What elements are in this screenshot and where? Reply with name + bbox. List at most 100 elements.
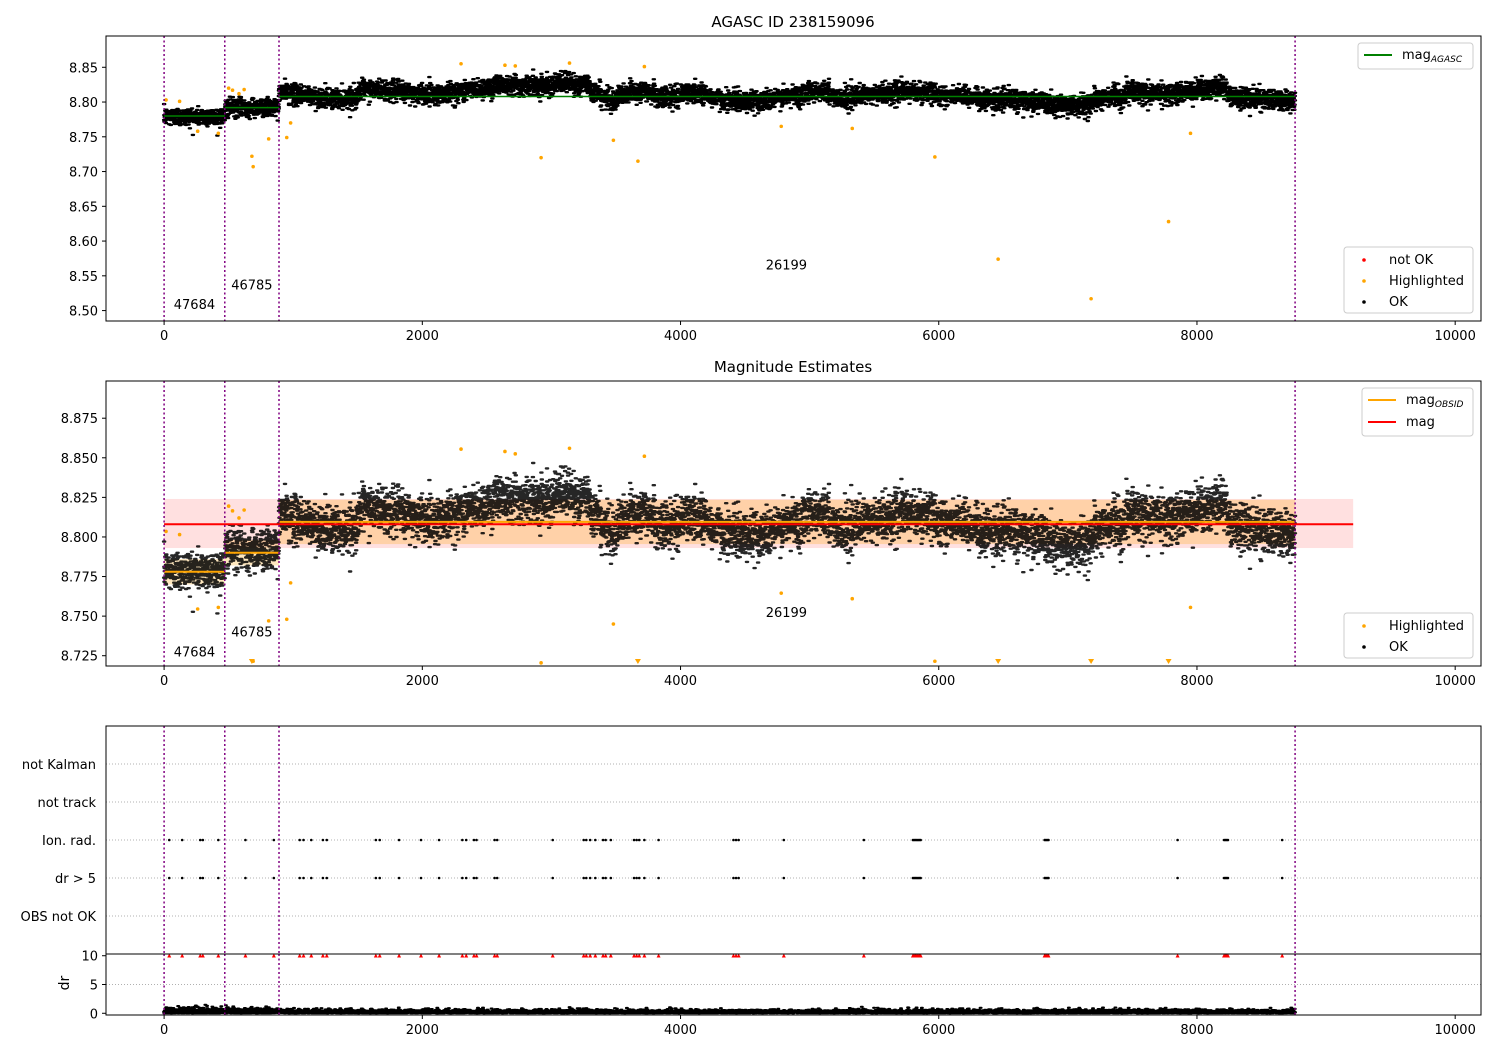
- dr-flag: [643, 876, 646, 880]
- legend-bottom-box: [1343, 246, 1474, 314]
- highlighted-point: [216, 131, 221, 136]
- y-tick-label: 8.850: [61, 452, 98, 467]
- legend-label: OK: [1389, 640, 1408, 655]
- ion-rad-flag: [198, 838, 202, 842]
- panel-1-frame: [105, 35, 1482, 322]
- y-tick-label: 5: [90, 979, 98, 994]
- panel-2-frame: [105, 380, 1482, 667]
- y-tick-label: 8.75: [69, 131, 98, 146]
- dr-clipped-marker: [734, 954, 739, 958]
- dr-flag: [609, 876, 613, 880]
- dr-clipped-marker: [781, 954, 786, 958]
- dr-flag: [374, 876, 378, 880]
- ion-rad-flag: [604, 838, 607, 842]
- x-tick-label: 4000: [664, 329, 697, 344]
- ion-rad-flag: [437, 838, 441, 842]
- panel-dr: 0 2000 4000 6000 8000 10000 0 5 10 dr: [57, 950, 1482, 1038]
- ion-rad-flag: [309, 838, 313, 842]
- dr-clipped-marker: [167, 954, 172, 958]
- dr-clipped-marker: [1046, 954, 1051, 958]
- legend-top-subscript: OBSID: [1435, 400, 1464, 410]
- highlighted-point: [779, 591, 784, 595]
- panel-4-data: [106, 954, 1481, 1015]
- ok-points: [161, 68, 1298, 137]
- dr-clipped-marker: [460, 954, 465, 958]
- y-tick-label: 8.70: [69, 166, 98, 181]
- dr-flag: [321, 876, 325, 880]
- panel-4-axes: 0 2000 4000 6000 8000 10000 0 5 10: [81, 950, 1475, 1038]
- obsid-label: 26199: [766, 606, 807, 621]
- ion-rad-flag: [609, 838, 613, 842]
- off-scale-marker: [1165, 659, 1172, 664]
- panel-4-ylabel: dr: [57, 975, 73, 990]
- ion-rad-flag: [1226, 838, 1230, 842]
- panel-2-title: Magnitude Estimates: [714, 358, 872, 376]
- dr-flag: [201, 876, 205, 880]
- ion-rad-flag: [734, 838, 738, 842]
- dr-flag: [635, 876, 638, 880]
- x-tick-label: 0: [160, 329, 168, 344]
- y-tick-label: 8.750: [61, 610, 98, 625]
- highlighted-point: [242, 508, 246, 512]
- ion-rad-flag: [1280, 838, 1284, 842]
- dr-clipped-marker: [1280, 954, 1285, 958]
- dr-flag: [461, 876, 464, 880]
- flag-row-label: Ion. rad.: [42, 834, 96, 849]
- ion-rad-flag: [782, 838, 786, 842]
- highlighted-point: [164, 98, 168, 102]
- highlighted-point: [513, 64, 518, 68]
- ion-rad-flag: [325, 838, 329, 842]
- x-tick-label: 4000: [664, 1023, 697, 1038]
- ion-rad-flag: [493, 838, 496, 842]
- dr-flag: [737, 876, 740, 880]
- dr-clipped-marker: [656, 954, 661, 958]
- x-tick-label: 4000: [664, 674, 697, 689]
- legend-marker: [1362, 624, 1366, 628]
- legend-label: Highlighted: [1389, 619, 1464, 634]
- ion-rad-flag: [374, 838, 378, 842]
- ion-rad-flag: [217, 838, 220, 842]
- y-tick-label: 10: [81, 950, 98, 965]
- highlighted-point: [567, 61, 572, 65]
- legend-top-label: mag: [1406, 415, 1435, 430]
- dr-clipped-marker: [377, 954, 382, 958]
- ion-rad-flag: [732, 838, 735, 842]
- x-tick-label: 2000: [406, 674, 439, 689]
- dr-flag: [1176, 876, 1179, 880]
- dr-flag: [588, 876, 592, 880]
- highlighted-point: [539, 661, 543, 665]
- highlighted-point: [850, 596, 855, 601]
- dr-points: [162, 1003, 1297, 1015]
- dr-clipped-marker: [593, 954, 598, 958]
- x-tick-label: 0: [160, 1023, 168, 1038]
- dr-clipped-marker: [243, 954, 248, 958]
- y-tick-label: 8.50: [69, 305, 98, 320]
- dr-flag: [1226, 876, 1230, 880]
- highlighted-point: [251, 164, 255, 169]
- highlighted-point: [1166, 219, 1171, 224]
- legend-marker: [1362, 300, 1366, 304]
- dr-clipped-marker: [731, 954, 736, 958]
- dr-clipped-marker: [550, 954, 555, 958]
- ion-rad-flag: [419, 838, 423, 842]
- ion-rad-flag: [643, 838, 646, 842]
- dr-flag: [551, 876, 555, 880]
- dr-clipped-marker: [320, 954, 325, 958]
- highlighted-point: [288, 581, 293, 585]
- x-tick-label: 6000: [922, 329, 955, 344]
- dr-flag: [632, 876, 636, 880]
- panel-2-axes: 0 2000 4000 6000 8000 10000 8.725 8.750 8.775 8.8…: [61, 412, 1476, 689]
- highlighted-point: [933, 659, 937, 664]
- ion-rad-flag: [180, 838, 184, 842]
- dr-flag: [437, 876, 441, 880]
- y-tick-label: 0: [90, 1007, 98, 1022]
- y-tick-label: 8.875: [61, 412, 98, 427]
- dr-flag: [302, 876, 305, 880]
- ion-rad-flag: [201, 838, 205, 842]
- dr-clipped-marker: [216, 954, 221, 958]
- off-scale-marker: [1088, 659, 1095, 664]
- ion-rad-flag: [272, 838, 276, 842]
- ion-rad-flag: [635, 838, 638, 842]
- highlighted-point: [195, 129, 200, 134]
